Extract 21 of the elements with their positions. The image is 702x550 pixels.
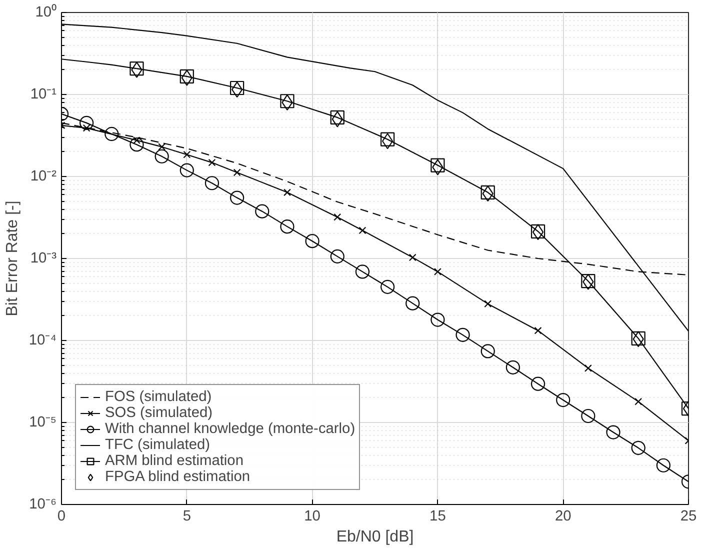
legend-label: FPGA blind estimation xyxy=(105,469,250,485)
x-tick-label: 10 xyxy=(304,508,320,524)
y-tick-label: 10⁻⁴ xyxy=(28,332,57,348)
y-tick-label: 10⁻² xyxy=(30,168,57,184)
x-tick-label: 20 xyxy=(554,508,572,524)
legend-label: SOS (simulated) xyxy=(105,405,213,421)
legend-label: With channel knowledge (monte-carlo) xyxy=(105,421,356,437)
y-tick-label: 10⁻⁵ xyxy=(29,414,57,430)
legend-label: ARM blind estimation xyxy=(105,453,244,469)
x-tick-label: 0 xyxy=(57,508,66,524)
y-axis-title: Bit Error Rate [-] xyxy=(4,200,21,316)
y-tick-label: 10⁻⁶ xyxy=(29,496,57,512)
legend-label: FOS (simulated) xyxy=(105,389,212,405)
x-tick-label: 5 xyxy=(182,508,191,524)
x-axis-title: Eb/N0 [dB] xyxy=(336,528,414,546)
y-tick-label: 10⁻¹ xyxy=(30,86,57,102)
x-tick-label: 15 xyxy=(430,508,446,524)
legend-label: TFC (simulated) xyxy=(105,437,210,453)
y-tick-label: 10⁻³ xyxy=(30,250,57,266)
y-tick-label: 10⁰ xyxy=(35,4,57,20)
x-tick-label: 25 xyxy=(680,508,697,524)
